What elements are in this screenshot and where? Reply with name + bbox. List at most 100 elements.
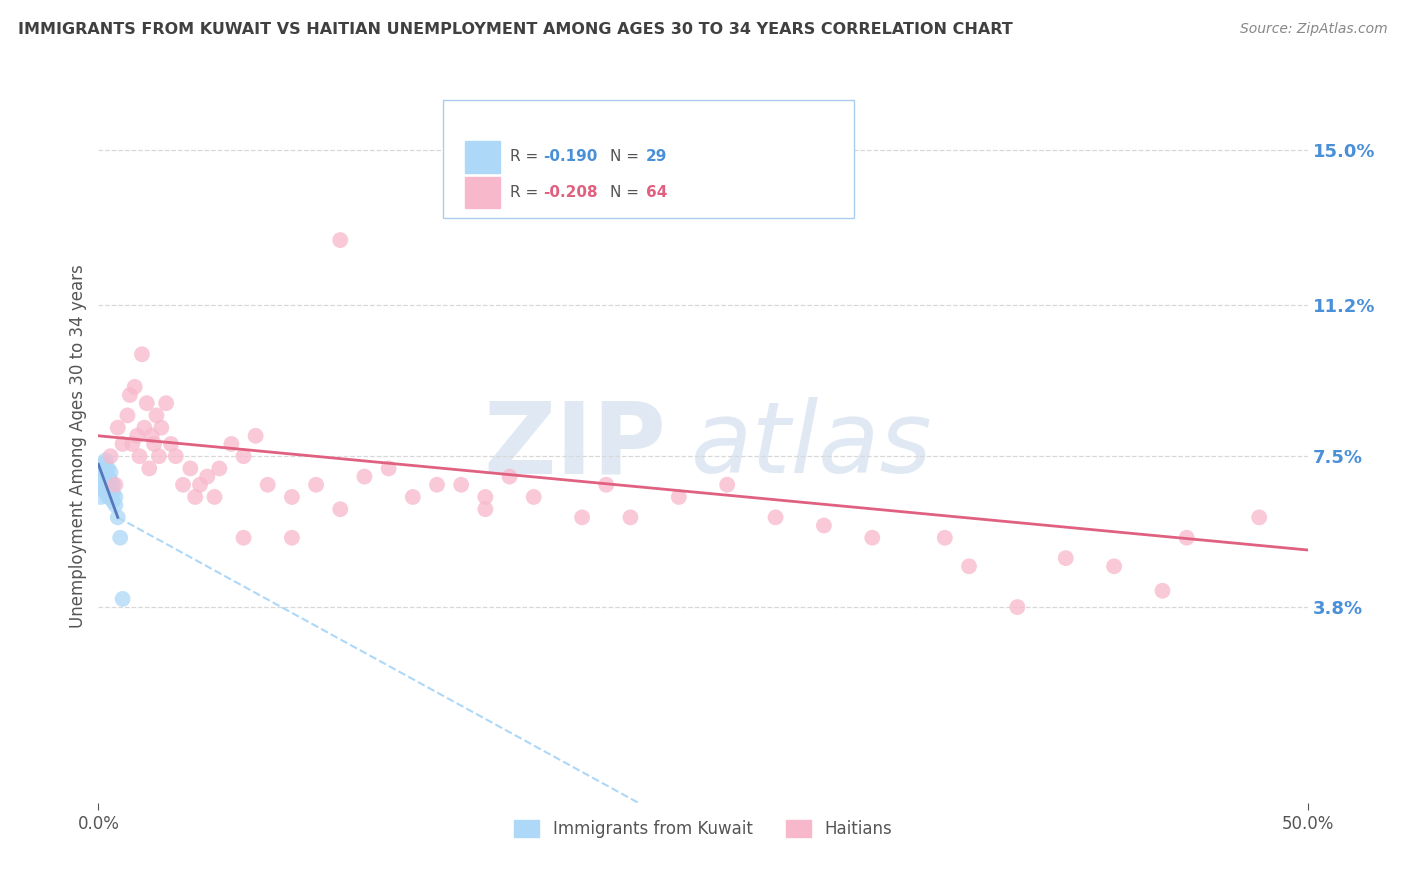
Point (111, 437, 134, 451)
Point (104, 498, 127, 512)
Point (329, 502, 352, 516)
Point (474, 490, 496, 504)
Point (90, 469, 112, 483)
Point (90, 461, 112, 475)
Text: 29: 29 (647, 150, 668, 164)
Point (107, 510, 129, 524)
Point (957, 559, 980, 574)
Point (100, 474, 122, 488)
Point (100, 482, 122, 496)
Point (100, 449, 122, 463)
Point (101, 477, 124, 491)
Point (256, 477, 278, 491)
Point (305, 477, 328, 491)
Point (97, 461, 120, 475)
Text: -0.190: -0.190 (543, 150, 598, 164)
Point (221, 437, 243, 451)
Point (377, 461, 399, 475)
Point (131, 347, 153, 361)
Text: N =: N = (610, 150, 644, 164)
Text: atlas: atlas (690, 398, 932, 494)
Point (148, 449, 170, 463)
Point (91, 469, 114, 483)
Point (860, 531, 883, 545)
Point (104, 477, 127, 491)
Point (141, 429, 163, 443)
Text: -0.208: -0.208 (543, 186, 598, 200)
Point (127, 429, 149, 443)
Point (1102, 559, 1125, 574)
Point (117, 409, 139, 423)
Legend: Immigrants from Kuwait, Haitians: Immigrants from Kuwait, Haitians (508, 813, 898, 845)
Point (1054, 551, 1077, 566)
Text: ZIP: ZIP (484, 398, 666, 494)
Point (329, 233, 352, 247)
Point (765, 510, 787, 524)
Point (150, 420, 173, 434)
Point (523, 490, 546, 504)
Point (232, 449, 254, 463)
Text: R =: R = (509, 186, 543, 200)
Point (195, 469, 218, 483)
Point (121, 437, 143, 451)
Point (716, 477, 738, 491)
Point (184, 490, 207, 504)
Point (172, 477, 194, 491)
Point (188, 477, 211, 491)
FancyBboxPatch shape (443, 100, 855, 218)
Point (101, 486, 124, 500)
Point (134, 420, 156, 434)
Point (208, 461, 231, 475)
Point (813, 518, 835, 533)
Point (90, 482, 112, 496)
Point (94, 461, 117, 475)
Point (571, 510, 593, 524)
Point (91, 477, 114, 491)
Point (595, 477, 617, 491)
Point (108, 531, 131, 545)
Text: Source: ZipAtlas.com: Source: ZipAtlas.com (1240, 22, 1388, 37)
Point (94, 469, 117, 483)
Text: N =: N = (610, 186, 644, 200)
Point (100, 466, 122, 480)
Point (1007, 600, 1029, 615)
Point (179, 461, 201, 475)
Point (138, 461, 160, 475)
Point (204, 490, 226, 504)
Point (426, 477, 449, 491)
Point (232, 531, 254, 545)
Point (160, 437, 183, 451)
Point (104, 490, 127, 504)
Point (450, 477, 472, 491)
Point (353, 469, 375, 483)
Point (281, 490, 304, 504)
FancyBboxPatch shape (465, 141, 501, 173)
Point (165, 449, 187, 463)
Point (94, 466, 117, 480)
Point (101, 494, 124, 508)
Point (668, 490, 690, 504)
Point (111, 591, 134, 606)
Point (94, 477, 117, 491)
Point (143, 437, 166, 451)
Point (97, 469, 120, 483)
Point (97, 490, 120, 504)
Point (498, 469, 520, 483)
Point (118, 388, 141, 402)
Point (619, 510, 641, 524)
Text: IMMIGRANTS FROM KUWAIT VS HAITIAN UNEMPLOYMENT AMONG AGES 30 TO 34 YEARS CORRELA: IMMIGRANTS FROM KUWAIT VS HAITIAN UNEMPL… (18, 22, 1014, 37)
Point (91, 458, 114, 472)
Point (124, 380, 146, 394)
Point (245, 429, 267, 443)
Point (1175, 531, 1198, 545)
Point (474, 502, 496, 516)
Text: R =: R = (509, 150, 543, 164)
Point (94, 453, 117, 467)
Point (100, 490, 122, 504)
Point (91, 466, 114, 480)
Point (155, 396, 177, 410)
FancyBboxPatch shape (465, 177, 501, 209)
Point (402, 490, 425, 504)
Point (107, 420, 129, 434)
Point (135, 396, 157, 410)
